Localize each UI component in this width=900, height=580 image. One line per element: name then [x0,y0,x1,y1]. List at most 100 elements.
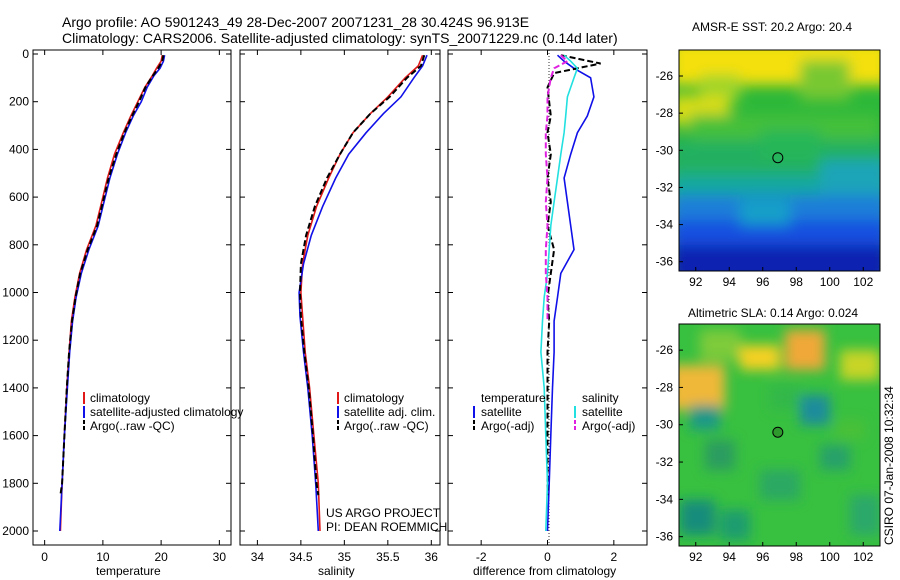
series-line-argo-raw-qc- [298,54,426,496]
x-tick-label: 20 [154,550,168,564]
map-x-tick-label: 92 [689,550,703,564]
map-x-tick-label: 96 [756,550,770,564]
difference-lines [540,54,601,532]
credit-line-2: PI: DEAN ROEMMICH [326,520,447,534]
sst-map-frame [678,49,881,272]
series-line-satellite [540,54,579,532]
y-tick-label: 1400 [2,381,29,395]
sla-map-title: Altimetric SLA: 0.14 Argo: 0.024 [688,306,858,320]
difference-panel: -2 0 2 difference from climatology tempera… [447,49,648,578]
map-x-tick-label: 92 [689,275,703,289]
side-timestamp: CSIRO 07-Jan-2008 10:32:34 [882,386,896,545]
y-tick-label: 200 [9,95,29,109]
sst-map-title: AMSR-E SST: 20.2 Argo: 20.4 [692,20,852,34]
y-tick-label: 1000 [2,286,29,300]
map-y-tick-label: -32 [656,455,674,469]
map-x-tick-label: 94 [723,275,737,289]
sst-heatmap [679,50,880,271]
map-y-tick-label: -34 [656,492,674,506]
map-y-tick-label: -30 [656,418,674,432]
y-tick-label: 1800 [2,476,29,490]
legend-sal-climatology-label: climatology [344,391,404,405]
temperature-ticks: 0 10 20 30 0 200 400 600 800 1000 1200 1400 1600 1800… [2,47,231,564]
y-tick-label: 800 [9,238,29,252]
map-y-tick-label: -26 [656,69,674,83]
map-x-tick-label: 100 [820,550,840,564]
map-y-tick-label: -36 [656,255,674,269]
salinity-xlabel: salinity [318,564,355,578]
difference-xlabel: difference from climatology [473,564,616,578]
map-y-tick-label: -28 [656,106,674,120]
x-tick-label: 10 [96,550,110,564]
y-tick-label: 1600 [2,429,29,443]
temperature-legend: climatology satellite-adjusted climatolo… [83,391,243,433]
legend-satellite-label: satellite-adjusted climatology [90,405,243,419]
legend-diff-sal-argo-label: Argo(-adj) [582,419,635,433]
legend-diff-temp-sat-label: satellite [481,405,522,419]
map-y-tick-label: -36 [656,530,674,544]
difference-ticks: -2 0 2 [448,50,647,564]
legend-sal-argo-label: Argo(..raw -QC) [344,419,429,433]
map-y-tick-label: -30 [656,143,674,157]
x-tick-label: 35.5 [376,550,400,564]
x-tick-label: 2 [610,550,617,564]
y-tick-label: 0 [22,47,29,61]
salinity-panel: 34 34.5 35 35.5 36 salinity climatology sate… [239,49,447,578]
sla-argo-marker [772,426,784,438]
map-x-tick-label: 96 [756,275,770,289]
x-tick-label: 0 [41,550,48,564]
legend-sal-satellite-label: satellite adj. clim. [344,405,435,419]
map-x-tick-label: 94 [723,550,737,564]
sla-map-panel: Altimetric SLA: 0.14 Argo: 0.024 [656,306,881,564]
series-line-satellite [546,54,595,532]
map-x-tick-label: 102 [853,550,873,564]
x-tick-label: 34 [251,550,265,564]
temperature-lines [59,55,166,532]
map-y-tick-label: -34 [656,218,674,232]
y-tick-label: 400 [9,142,29,156]
map-x-tick-label: 102 [853,275,873,289]
header-line-2: Climatology: CARS2006. Satellite-adjuste… [62,30,618,46]
map-x-tick-label: 98 [790,550,804,564]
temperature-panel: 0 10 20 30 0 200 400 600 800 1000 1200 1400 1600 1800… [2,47,243,578]
x-tick-label: 35 [338,550,352,564]
sst-map-panel: AMSR-E SST: 20.2 Argo: 20.4 [656,20,881,289]
legend-argo-label: Argo(..raw -QC) [90,419,175,433]
legend-sal-title: salinity [582,391,619,405]
sst-argo-marker [772,152,784,164]
credit-line-1: US ARGO PROJECT [326,506,441,520]
legend-climatology-label: climatology [90,391,150,405]
sla-map-ticks: 92 94 96 98 100 102 -26 -28 -30 -32 -34 -36 [656,343,874,564]
legend-temp-title: temperature [481,391,546,405]
legend-diff-sal-sat-label: satellite [582,405,623,419]
salinity-ticks: 34 34.5 35 35.5 36 [240,50,440,564]
map-x-tick-label: 100 [820,275,840,289]
map-y-tick-label: -26 [656,343,674,357]
x-tick-label: 30 [213,550,227,564]
legend-diff-temp-argo-label: Argo(-adj) [481,419,534,433]
salinity-lines [298,54,428,532]
y-tick-label: 600 [9,190,29,204]
temperature-xlabel: temperature [96,564,161,578]
x-tick-label: 34.5 [289,550,313,564]
salinity-axes-frame [239,49,441,546]
map-y-tick-label: -32 [656,180,674,194]
difference-legend: temperature satellite Argo(-adj) salinit… [473,391,635,433]
sst-map-ticks: 92 94 96 98 100 102 -26 -28 -30 -32 -34 -36 [656,69,874,289]
series-line-argo-adj- [544,54,570,322]
header-line-1: Argo profile: AO 5901243_49 28-Dec-2007 … [62,14,529,30]
series-line-climatology [300,54,424,532]
y-tick-label: 1200 [2,333,29,347]
y-tick-label: 2000 [2,524,29,538]
series-line-satellite-adj-clim- [298,54,428,532]
series-line-argo-raw-qc- [59,55,165,496]
map-x-tick-label: 98 [790,275,804,289]
x-tick-label: 36 [425,550,439,564]
temperature-axes-frame [32,49,232,546]
x-tick-label: 0 [544,550,551,564]
map-y-tick-label: -28 [656,380,674,394]
sla-map-frame [678,323,881,547]
salinity-legend: climatology satellite adj. clim. Argo(..… [337,391,435,433]
x-tick-label: -2 [476,550,487,564]
